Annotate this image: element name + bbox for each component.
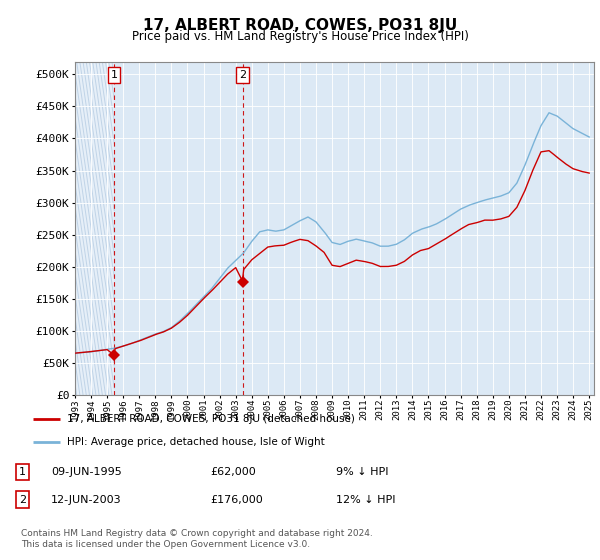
Text: 2: 2 <box>239 70 247 80</box>
Text: Contains HM Land Registry data © Crown copyright and database right 2024.
This d: Contains HM Land Registry data © Crown c… <box>21 529 373 549</box>
Text: 1: 1 <box>19 467 26 477</box>
Text: HPI: Average price, detached house, Isle of Wight: HPI: Average price, detached house, Isle… <box>67 437 325 447</box>
Text: £176,000: £176,000 <box>210 494 263 505</box>
Text: 2: 2 <box>19 494 26 505</box>
Text: 09-JUN-1995: 09-JUN-1995 <box>51 467 122 477</box>
Text: 17, ALBERT ROAD, COWES, PO31 8JU (detached house): 17, ALBERT ROAD, COWES, PO31 8JU (detach… <box>67 414 355 424</box>
Text: 9% ↓ HPI: 9% ↓ HPI <box>336 467 389 477</box>
Text: £62,000: £62,000 <box>210 467 256 477</box>
Text: 1: 1 <box>111 70 118 80</box>
Text: 17, ALBERT ROAD, COWES, PO31 8JU: 17, ALBERT ROAD, COWES, PO31 8JU <box>143 18 457 33</box>
Text: 12% ↓ HPI: 12% ↓ HPI <box>336 494 395 505</box>
Text: 12-JUN-2003: 12-JUN-2003 <box>51 494 122 505</box>
Polygon shape <box>75 62 114 395</box>
Text: Price paid vs. HM Land Registry's House Price Index (HPI): Price paid vs. HM Land Registry's House … <box>131 30 469 43</box>
